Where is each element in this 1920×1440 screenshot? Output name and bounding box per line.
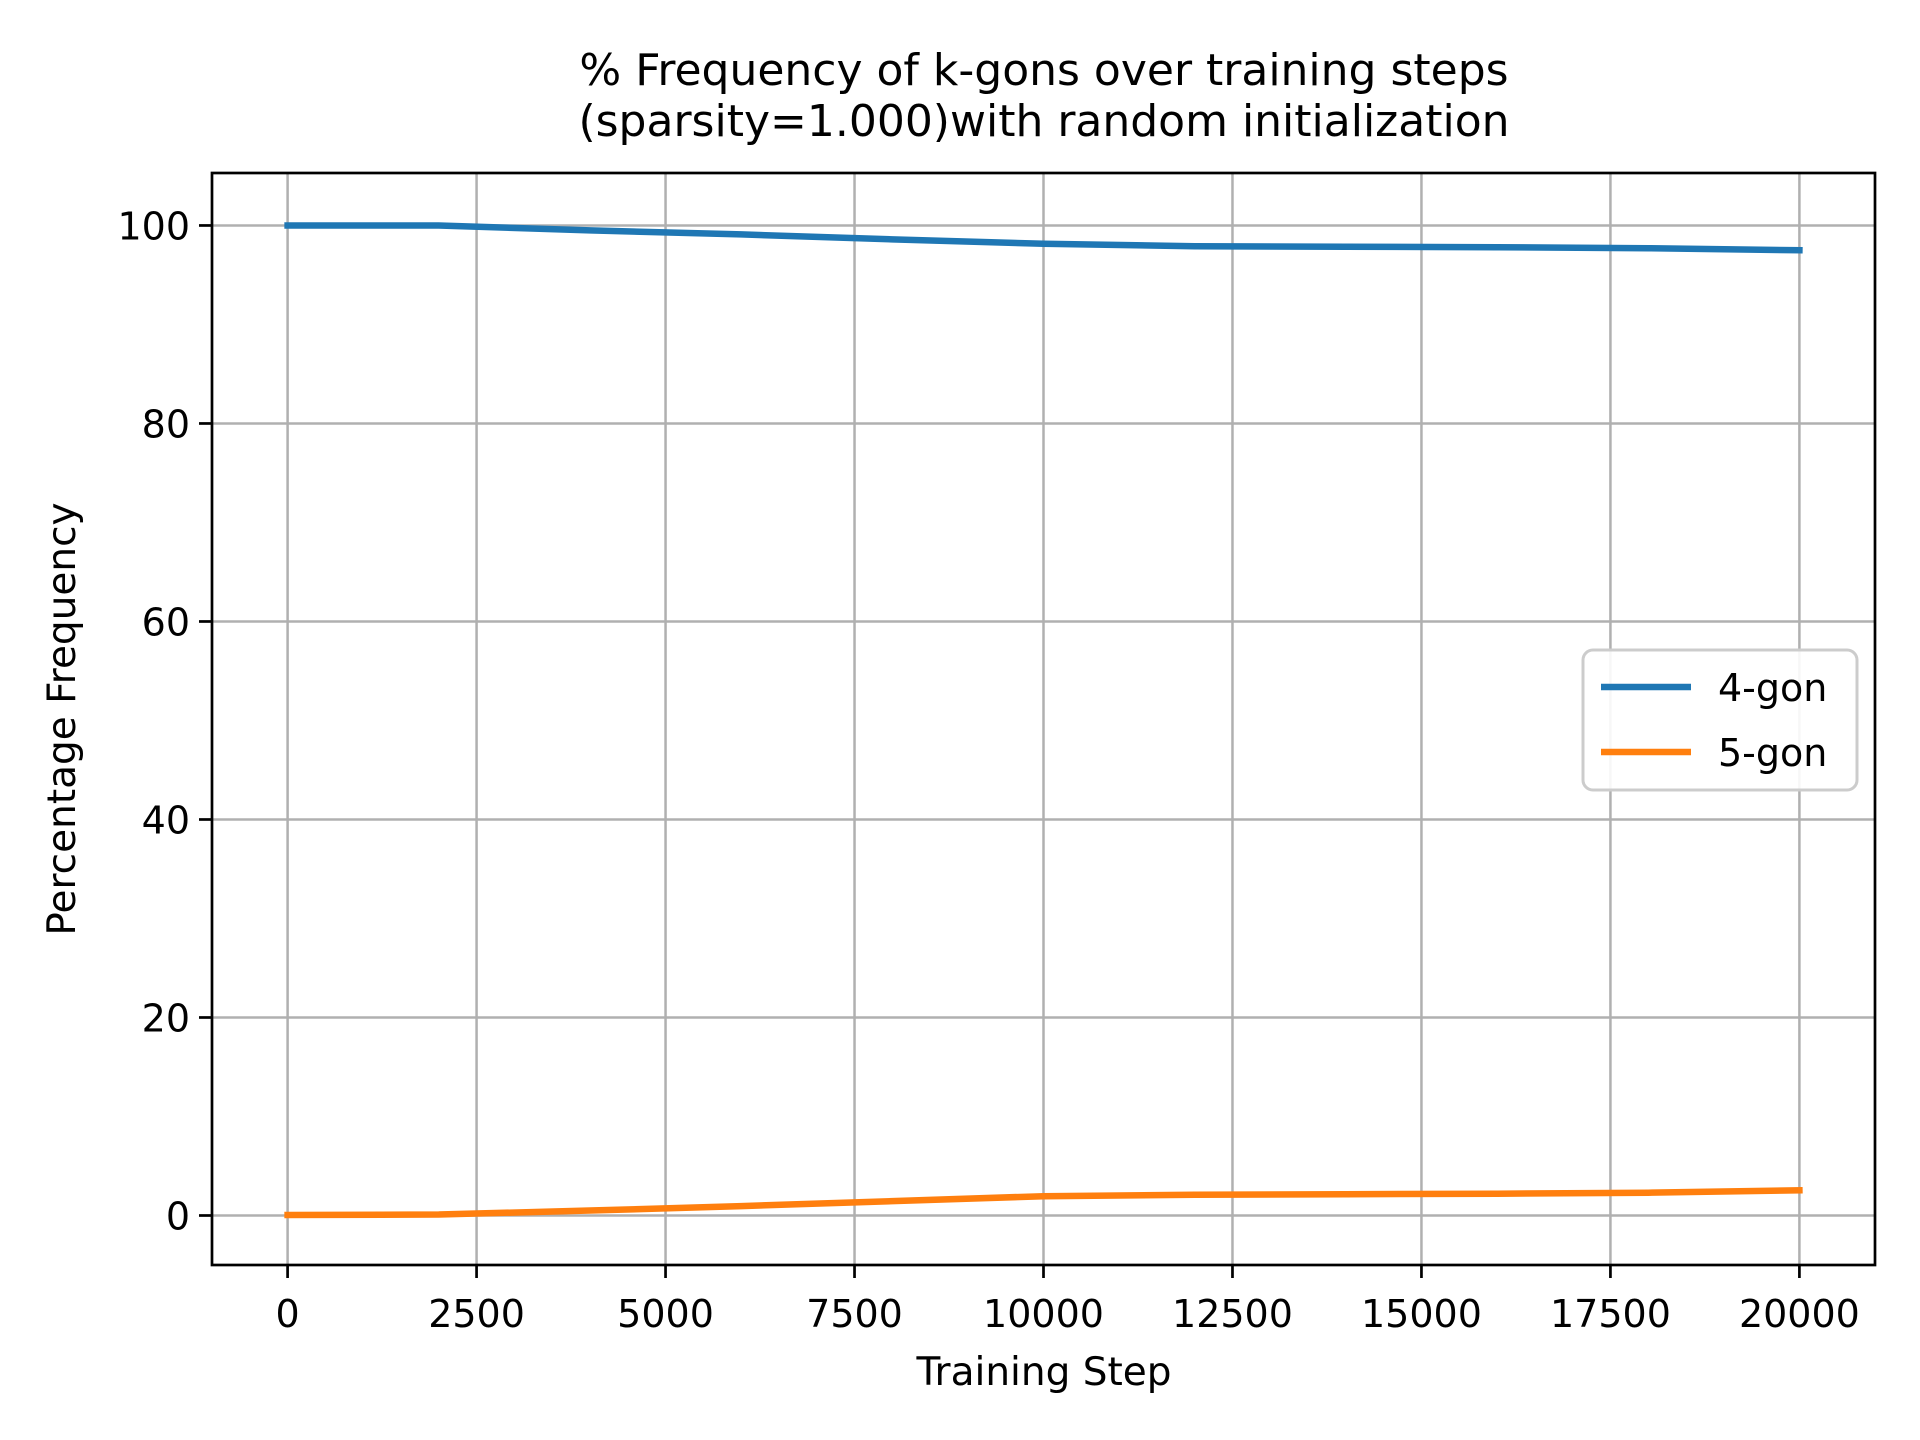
x-tick-label: 10000 xyxy=(983,1292,1104,1336)
y-tick-label: 40 xyxy=(142,798,190,842)
legend: 4-gon 5-gon xyxy=(1581,648,1859,792)
series-layer xyxy=(284,222,1803,1219)
chart-title-line-2: (sparsity=1.000)with random initializati… xyxy=(578,96,1509,147)
x-axis-label: Training Step xyxy=(915,1350,1171,1395)
x-tick-label: 17500 xyxy=(1550,1292,1671,1336)
chart-title-line-1: % Frequency of k-gons over training step… xyxy=(579,45,1508,96)
y-tick-label: 100 xyxy=(117,204,190,248)
tick-layer: 0 2500 5000 7500 10000 12500 15000 17500 20000 0 2… xyxy=(117,204,1859,1336)
y-tick-label: 60 xyxy=(142,600,190,644)
y-tick-label: 0 xyxy=(166,1194,190,1238)
series-line-4-gon xyxy=(284,222,1803,254)
x-tick-label: 5000 xyxy=(617,1292,714,1336)
y-axis-label: Percentage Frequency xyxy=(40,502,85,935)
x-tick-label: 7500 xyxy=(806,1292,903,1336)
x-tick-label: 15000 xyxy=(1361,1292,1482,1336)
x-tick-label: 20000 xyxy=(1739,1292,1860,1336)
x-tick-label: 12500 xyxy=(1172,1292,1293,1336)
y-tick-label: 80 xyxy=(142,402,190,446)
legend-label-4-gon: 4-gon xyxy=(1718,666,1827,710)
series-line-5-gon xyxy=(284,1186,1803,1219)
x-tick-label: 0 xyxy=(275,1292,299,1336)
x-tick-label: 2500 xyxy=(428,1292,525,1336)
grid-layer xyxy=(212,173,1875,1265)
y-tick-label: 20 xyxy=(142,996,190,1040)
legend-label-5-gon: 5-gon xyxy=(1718,731,1827,775)
